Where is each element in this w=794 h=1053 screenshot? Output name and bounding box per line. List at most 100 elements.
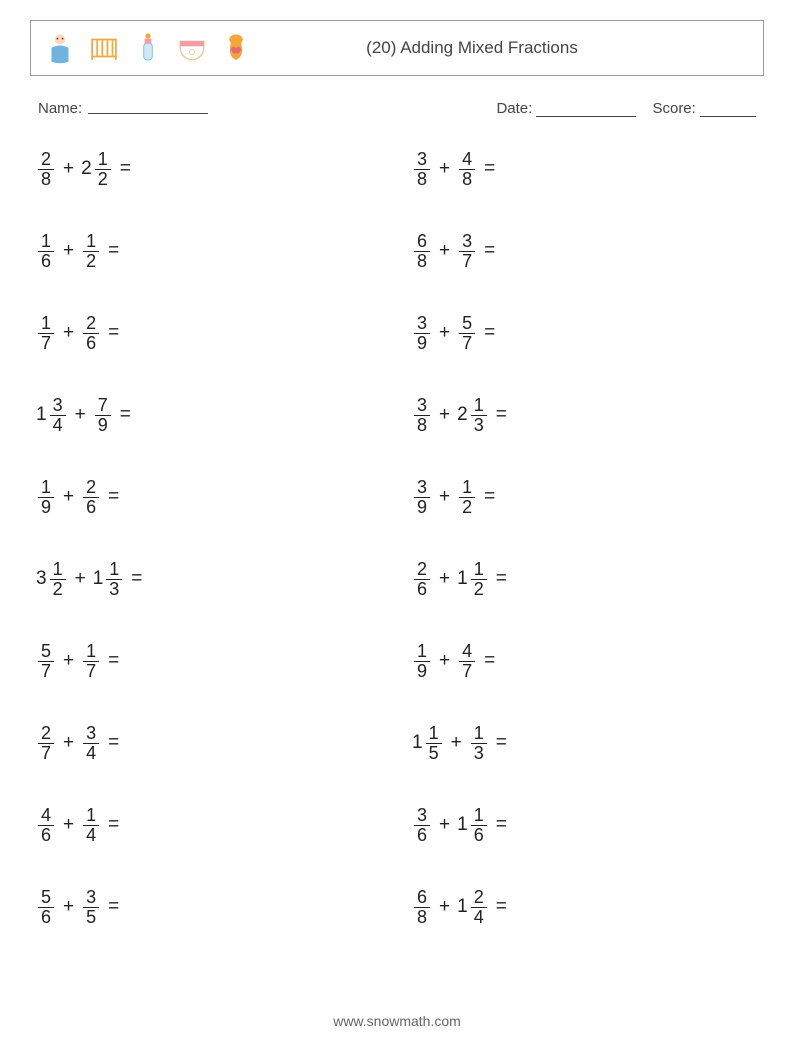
footer-url: www.snowmath.com [0,1013,794,1029]
problem: 46+14= [36,801,382,849]
plus-operator: + [439,404,450,426]
fraction: 12 [50,560,66,599]
problem: 19+26= [36,473,382,521]
denominator: 7 [38,744,54,763]
numerator: 3 [414,396,430,416]
problem: 57+17= [36,637,382,685]
denominator: 3 [106,580,122,599]
denominator: 4 [83,826,99,845]
plus-operator: + [439,814,450,836]
crib-icon [87,31,121,65]
denominator: 9 [38,498,54,517]
diaper-icon [175,31,209,65]
fraction: 17 [38,314,54,353]
numerator: 5 [38,888,54,908]
name-blank[interactable] [88,100,208,114]
fraction: 26 [414,560,430,599]
score-blank[interactable] [700,103,756,117]
denominator: 7 [38,662,54,681]
numerator: 3 [414,314,430,334]
numerator: 4 [459,642,475,662]
equals-sign: = [484,650,495,672]
numerator: 2 [414,560,430,580]
equals-sign: = [120,404,131,426]
header-box: (20) Adding Mixed Fractions [30,20,764,76]
equals-sign: = [120,158,131,180]
equals-sign: = [496,568,507,590]
denominator: 9 [95,416,111,435]
problem: 16+12= [36,227,382,275]
numerator: 4 [459,150,475,170]
equals-sign: = [108,486,119,508]
whole-number: 2 [457,404,468,426]
fraction: 14 [83,806,99,845]
icon-row [43,31,253,65]
fraction: 13 [471,724,487,763]
numerator: 1 [471,724,487,744]
whole-number: 1 [457,896,468,918]
problem: 26+112= [412,555,758,603]
equals-sign: = [484,322,495,344]
fraction: 26 [83,314,99,353]
denominator: 7 [459,334,475,353]
baby-icon [43,31,77,65]
plus-operator: + [63,732,74,754]
whole-number: 2 [81,158,92,180]
numerator: 1 [83,642,99,662]
problem: 19+47= [412,637,758,685]
whole-number: 1 [36,404,47,426]
numerator: 1 [38,314,54,334]
fraction: 12 [83,232,99,271]
fraction: 48 [459,150,475,189]
fraction: 34 [83,724,99,763]
fraction: 56 [38,888,54,927]
plus-operator: + [63,158,74,180]
date-blank[interactable] [536,103,636,117]
equals-sign: = [108,814,119,836]
fraction: 15 [426,724,442,763]
problem: 38+48= [412,145,758,193]
fraction: 12 [471,560,487,599]
equals-sign: = [484,486,495,508]
date-field: Date: [496,100,636,117]
denominator: 6 [471,826,487,845]
numerator: 1 [95,150,111,170]
name-label: Name: [38,100,82,117]
problem: 56+35= [36,883,382,931]
numerator: 5 [459,314,475,334]
numerator: 1 [471,396,487,416]
name-field: Name: [38,100,208,117]
plus-operator: + [439,896,450,918]
fraction: 36 [414,806,430,845]
numerator: 1 [50,560,66,580]
denominator: 4 [83,744,99,763]
denominator: 9 [414,498,430,517]
problem: 68+124= [412,883,758,931]
score-field: Score: [652,100,756,117]
denominator: 7 [83,662,99,681]
numerator: 1 [106,560,122,580]
plus-operator: + [439,568,450,590]
worksheet-title: (20) Adding Mixed Fractions [253,38,751,58]
fraction: 79 [95,396,111,435]
plus-operator: + [439,650,450,672]
fraction: 35 [83,888,99,927]
fraction: 47 [459,642,475,681]
problem: 17+26= [36,309,382,357]
fraction: 46 [38,806,54,845]
denominator: 8 [414,252,430,271]
fraction: 17 [83,642,99,681]
plus-operator: + [451,732,462,754]
fraction: 39 [414,478,430,517]
denominator: 8 [414,170,430,189]
numerator: 2 [38,724,54,744]
fraction: 34 [50,396,66,435]
fraction: 27 [38,724,54,763]
fraction: 39 [414,314,430,353]
numerator: 5 [38,642,54,662]
denominator: 6 [414,580,430,599]
plus-operator: + [63,896,74,918]
denominator: 2 [50,580,66,599]
plus-operator: + [75,568,86,590]
problem: 39+57= [412,309,758,357]
